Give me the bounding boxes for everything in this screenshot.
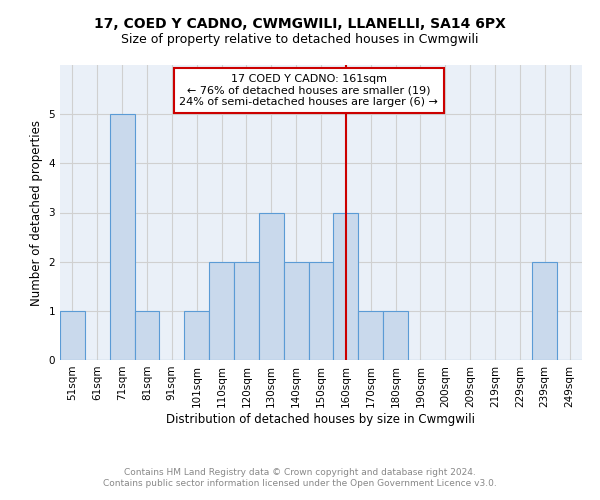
Bar (308, 262, 334, 360)
Text: 17 COED Y CADNO: 161sqm
← 76% of detached houses are smaller (19)
24% of semi-de: 17 COED Y CADNO: 161sqm ← 76% of detache… (179, 74, 438, 107)
Bar (259, 212, 284, 360)
Bar (60, 311, 85, 360)
Bar (134, 311, 160, 360)
Bar (209, 262, 234, 360)
Bar (110, 114, 134, 360)
X-axis label: Distribution of detached houses by size in Cwmgwili: Distribution of detached houses by size … (167, 412, 476, 426)
Bar (358, 311, 383, 360)
Text: Size of property relative to detached houses in Cwmgwili: Size of property relative to detached ho… (121, 32, 479, 46)
Bar (383, 311, 408, 360)
Bar (234, 262, 259, 360)
Bar (532, 262, 557, 360)
Bar (284, 262, 308, 360)
Text: Contains HM Land Registry data © Crown copyright and database right 2024.
Contai: Contains HM Land Registry data © Crown c… (103, 468, 497, 487)
Bar (184, 311, 209, 360)
Y-axis label: Number of detached properties: Number of detached properties (30, 120, 43, 306)
Text: 17, COED Y CADNO, CWMGWILI, LLANELLI, SA14 6PX: 17, COED Y CADNO, CWMGWILI, LLANELLI, SA… (94, 18, 506, 32)
Bar (334, 212, 358, 360)
